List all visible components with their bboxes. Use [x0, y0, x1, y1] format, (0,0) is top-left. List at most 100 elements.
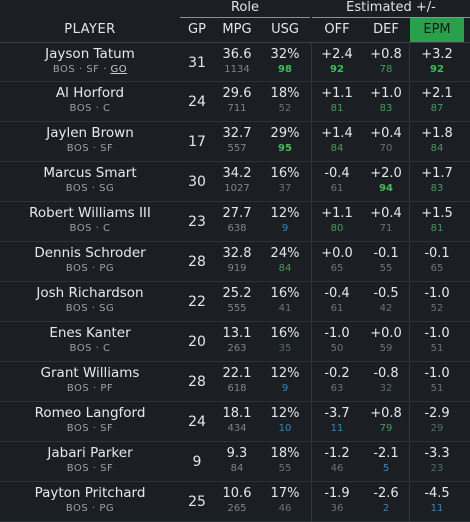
- def-percentile: 42: [379, 303, 393, 314]
- col-header-player[interactable]: PLAYER: [64, 22, 116, 37]
- def-value: -0.5: [373, 286, 399, 301]
- player-name-link[interactable]: Jaylen Brown: [46, 125, 134, 141]
- position: SF: [100, 143, 114, 154]
- player-name-link[interactable]: Enes Kanter: [49, 325, 131, 341]
- off-value: -3.7: [324, 406, 350, 421]
- player-name-link[interactable]: Al Horford: [55, 85, 125, 101]
- off-value: +2.4: [321, 47, 353, 62]
- column-divider: [409, 122, 410, 162]
- player-cell: Robert Williams III BOS · C: [0, 202, 180, 242]
- mpg-value: 34.2: [222, 166, 252, 181]
- off-value: -1.2: [324, 446, 350, 461]
- off-value: +0.0: [321, 246, 353, 261]
- usg-value: 29%: [270, 126, 300, 141]
- epm-value: -1.0: [424, 326, 450, 341]
- off-percentile: 46: [330, 463, 344, 474]
- table-row: Jabari Parker BOS · SF 9 9.3 84 18% 55 -1.…: [0, 442, 470, 482]
- player-name-link[interactable]: Marcus Smart: [43, 165, 137, 181]
- usg-percentile: 52: [278, 103, 292, 114]
- player-name-link[interactable]: Jayson Tatum: [45, 46, 135, 62]
- epm-value: +3.2: [421, 47, 453, 62]
- epm-value: -4.5: [424, 486, 450, 501]
- player-meta: BOS · SF · GO: [52, 64, 128, 75]
- minutes-value: 265: [227, 503, 247, 514]
- team-abbr: BOS: [69, 103, 92, 114]
- mpg-value: 18.1: [222, 406, 252, 421]
- mpg-cell: 10.6 265: [214, 482, 260, 522]
- minutes-value: 919: [227, 263, 247, 274]
- off-percentile: 63: [330, 383, 344, 394]
- player-name-link[interactable]: Josh Richardson: [36, 285, 144, 301]
- usg-cell: 24% 84: [260, 242, 310, 282]
- player-meta: BOS · PG: [65, 503, 115, 514]
- position: SG: [99, 183, 115, 194]
- table-row: Marcus Smart BOS · SG 30 34.2 1027 16% 37 …: [0, 162, 470, 202]
- off-percentile: 36: [330, 503, 344, 514]
- epm-percentile: 51: [430, 343, 444, 354]
- off-value: +1.4: [321, 126, 353, 141]
- def-cell: +0.4 70: [362, 122, 410, 162]
- def-value: +0.4: [370, 126, 402, 141]
- team-abbr: BOS: [65, 503, 89, 514]
- column-divider: [311, 322, 312, 362]
- off-value: -0.4: [324, 166, 350, 181]
- off-percentile: 61: [330, 303, 344, 314]
- off-cell: +1.1 81: [312, 82, 362, 122]
- minutes-value: 1027: [224, 183, 250, 194]
- table-row: Robert Williams III BOS · C 23 27.7 638 1…: [0, 202, 470, 242]
- def-percentile: 94: [379, 183, 393, 194]
- column-divider: [409, 242, 410, 282]
- player-name-link[interactable]: Romeo Langford: [34, 405, 146, 421]
- player-name-link[interactable]: Jabari Parker: [47, 445, 133, 461]
- epm-cell: +1.8 84: [410, 122, 464, 162]
- column-divider: [409, 362, 410, 402]
- player-cell: Jabari Parker BOS · SF: [0, 442, 180, 482]
- player-name-link[interactable]: Payton Pritchard: [34, 485, 146, 501]
- column-divider: [311, 82, 312, 122]
- col-header-gp[interactable]: GP: [188, 22, 206, 37]
- player-name-link[interactable]: Robert Williams III: [29, 205, 151, 221]
- col-header-epm[interactable]: EPM: [410, 18, 464, 42]
- gp-cell: 30: [180, 162, 214, 202]
- col-header-mpg[interactable]: MPG: [222, 22, 252, 37]
- position: SF: [86, 64, 100, 75]
- table-row: Jayson Tatum BOS · SF · GO 31 36.6 1134 3…: [0, 42, 470, 83]
- epm-value: +1.7: [421, 166, 453, 181]
- epm-percentile: 29: [430, 423, 444, 434]
- gp-cell: 28: [180, 242, 214, 282]
- gp-value: 31: [188, 55, 206, 71]
- usg-value: 18%: [270, 446, 300, 461]
- mpg-value: 36.6: [222, 47, 252, 62]
- col-header-usg[interactable]: USG: [271, 22, 299, 37]
- mpg-cell: 27.7 638: [214, 202, 260, 242]
- player-meta: BOS · SF: [66, 463, 114, 474]
- mpg-value: 13.1: [222, 326, 252, 341]
- team-abbr: BOS: [66, 463, 90, 474]
- epm-cell: -0.1 65: [410, 242, 464, 282]
- def-percentile: 32: [379, 383, 393, 394]
- minutes-value: 618: [227, 383, 247, 394]
- table-row: Enes Kanter BOS · C 20 13.1 263 16% 35 -1.…: [0, 322, 470, 362]
- epm-percentile: 83: [430, 183, 444, 194]
- def-cell: +0.8 79: [362, 402, 410, 442]
- column-divider: [311, 43, 312, 83]
- mpg-value: 25.2: [222, 286, 252, 301]
- player-name-link[interactable]: Dennis Schroder: [34, 245, 146, 261]
- team-abbr: BOS: [66, 143, 90, 154]
- col-header-off[interactable]: OFF: [324, 22, 350, 37]
- col-header-def[interactable]: DEF: [373, 22, 399, 37]
- player-cell: Jayson Tatum BOS · SF · GO: [0, 43, 180, 83]
- mpg-cell: 25.2 555: [214, 282, 260, 322]
- epm-value: -1.0: [424, 366, 450, 381]
- table-row: Grant Williams BOS · PF 28 22.1 618 12% 9 …: [0, 362, 470, 402]
- player-meta: BOS · PF: [66, 383, 114, 394]
- group-header-role: Role: [230, 0, 259, 15]
- go-link[interactable]: GO: [110, 64, 128, 75]
- table-body: Jayson Tatum BOS · SF · GO 31 36.6 1134 3…: [0, 42, 470, 522]
- player-name-link[interactable]: Grant Williams: [40, 365, 140, 381]
- def-cell: -0.8 32: [362, 362, 410, 402]
- off-cell: -0.2 63: [312, 362, 362, 402]
- usg-percentile: 46: [278, 503, 292, 514]
- def-percentile: 71: [379, 223, 393, 234]
- mpg-cell: 29.6 711: [214, 82, 260, 122]
